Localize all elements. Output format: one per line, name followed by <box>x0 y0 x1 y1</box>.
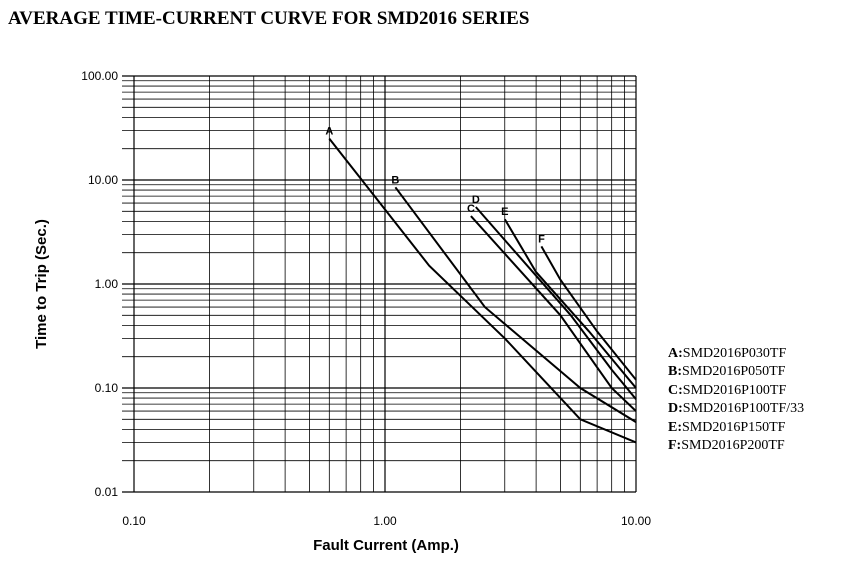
legend-key: B: <box>668 364 682 379</box>
curve-label-f: F <box>538 233 545 245</box>
curve-f <box>541 246 636 379</box>
legend-item-a: A:SMD2016P030TF <box>668 345 804 363</box>
curve-label-a: A <box>325 126 333 138</box>
y-tick-label: 10.00 <box>88 173 118 187</box>
tick-labels: 100.00 10.00 1.00 0.10 0.01 0.10 1.00 10.00 <box>81 69 651 528</box>
curve-label-e: E <box>501 206 508 218</box>
legend-item-c: C:SMD2016P100TF <box>668 382 804 400</box>
legend-label: SMD2016P100TF/33 <box>683 401 804 416</box>
curves <box>329 139 636 443</box>
legend-item-e: E:SMD2016P150TF <box>668 419 804 437</box>
curve-label-d: D <box>472 194 480 206</box>
legend-key: C: <box>668 383 683 398</box>
legend-item-d: D:SMD2016P100TF/33 <box>668 400 804 418</box>
y-tick-label: 1.00 <box>95 277 119 291</box>
y-tick-label: 0.10 <box>95 381 119 395</box>
curve-a <box>329 139 636 443</box>
legend-label: SMD2016P200TF <box>681 438 784 453</box>
x-axis-label: Fault Current (Amp.) <box>313 537 459 554</box>
curve-b <box>395 187 636 422</box>
legend-key: E: <box>668 420 682 435</box>
legend-item-f: F:SMD2016P200TF <box>668 437 804 455</box>
y-axis-label: Time to Trip (Sec.) <box>33 219 50 349</box>
curve-label-b: B <box>391 174 399 186</box>
legend-key: F: <box>668 438 681 453</box>
curve-e <box>505 219 636 388</box>
legend-label: SMD2016P030TF <box>683 346 786 361</box>
legend-label: SMD2016P100TF <box>683 383 786 398</box>
x-tick-label: 10.00 <box>621 514 651 528</box>
y-tick-label: 100.00 <box>81 69 118 83</box>
y-tick-label: 0.01 <box>95 485 119 499</box>
legend-label: SMD2016P150TF <box>682 420 785 435</box>
x-tick-label: 1.00 <box>373 514 397 528</box>
curve-c <box>471 216 636 411</box>
grid <box>122 76 636 492</box>
legend-key: A: <box>668 346 683 361</box>
legend-key: D: <box>668 401 683 416</box>
legend-label: SMD2016P050TF <box>682 364 785 379</box>
legend: A:SMD2016P030TF B:SMD2016P050TF C:SMD2016P… <box>668 345 804 455</box>
x-tick-label: 0.10 <box>122 514 146 528</box>
legend-item-b: B:SMD2016P050TF <box>668 363 804 381</box>
